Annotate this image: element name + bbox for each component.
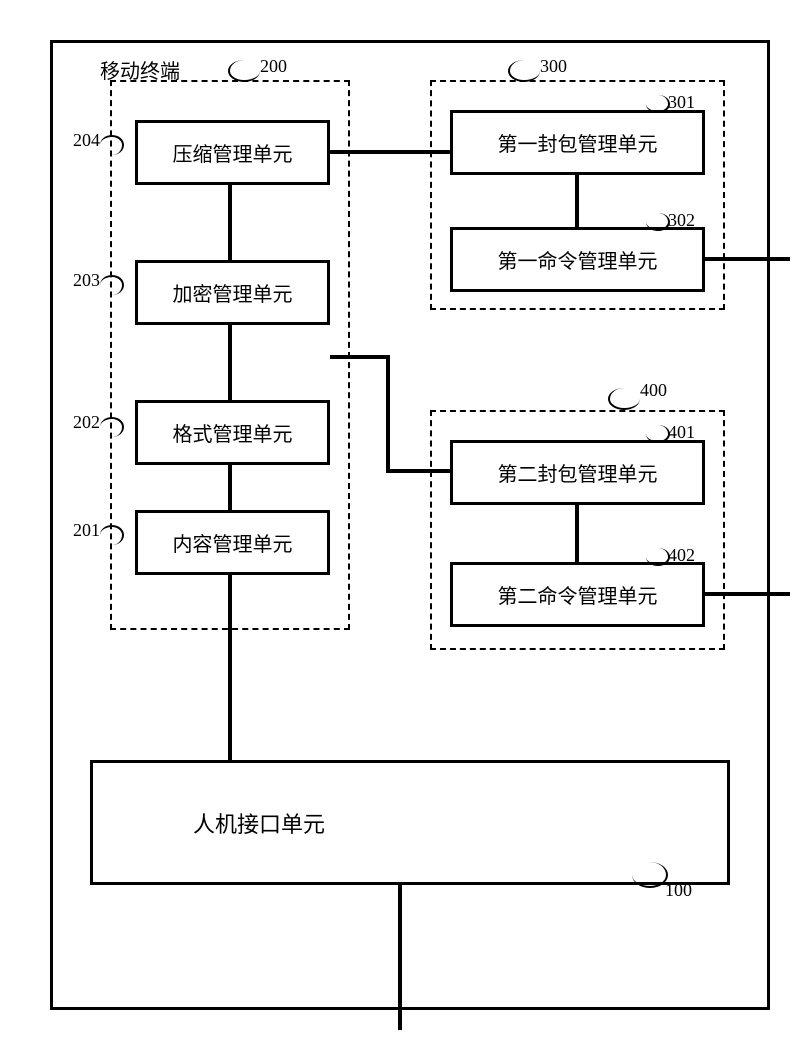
label-402: 第二命令管理单元 bbox=[498, 580, 658, 609]
connector bbox=[330, 355, 390, 359]
label-401: 第二封包管理单元 bbox=[498, 458, 658, 487]
leader-401 bbox=[646, 425, 670, 443]
label-201: 内容管理单元 bbox=[173, 528, 293, 557]
leader-203 bbox=[100, 275, 124, 295]
box-202: 格式管理单元 bbox=[135, 400, 330, 465]
ref-100: 100 bbox=[665, 880, 692, 901]
ref-302: 302 bbox=[668, 210, 695, 231]
box-302: 第一命令管理单元 bbox=[450, 227, 705, 292]
box-402: 第二命令管理单元 bbox=[450, 562, 705, 627]
label-202: 格式管理单元 bbox=[173, 418, 293, 447]
ref-401: 401 bbox=[668, 422, 695, 443]
leader-402 bbox=[646, 548, 670, 566]
leader-300 bbox=[508, 60, 540, 82]
leader-202 bbox=[100, 417, 124, 437]
box-203: 加密管理单元 bbox=[135, 260, 330, 325]
label-100: 人机接口单元 bbox=[193, 807, 325, 839]
ref-202: 202 bbox=[73, 412, 100, 433]
box-301: 第一封包管理单元 bbox=[450, 110, 705, 175]
connector bbox=[386, 355, 390, 473]
connector bbox=[228, 325, 232, 400]
ref-402: 402 bbox=[668, 545, 695, 566]
leader-400 bbox=[608, 388, 640, 410]
ref-400: 400 bbox=[640, 380, 667, 401]
ref-200: 200 bbox=[260, 56, 287, 77]
box-204: 压缩管理单元 bbox=[135, 120, 330, 185]
leader-100 bbox=[632, 862, 668, 888]
connector bbox=[228, 185, 232, 260]
ref-203: 203 bbox=[73, 270, 100, 291]
label-204: 压缩管理单元 bbox=[173, 138, 293, 167]
ref-300: 300 bbox=[540, 56, 567, 77]
ref-201: 201 bbox=[73, 520, 100, 541]
label-301: 第一封包管理单元 bbox=[498, 128, 658, 157]
connector bbox=[228, 465, 232, 510]
connector bbox=[398, 885, 402, 1030]
leader-201 bbox=[100, 525, 124, 545]
diagram-root: 移动终端 200 压缩管理单元 204 加密管理单元 203 格式管理单元 20… bbox=[0, 0, 800, 1060]
box-401: 第二封包管理单元 bbox=[450, 440, 705, 505]
connector bbox=[386, 469, 450, 473]
connector bbox=[575, 505, 579, 562]
leader-302 bbox=[646, 213, 670, 231]
connector bbox=[228, 575, 232, 760]
connector bbox=[330, 150, 450, 154]
box-100: 人机接口单元 bbox=[90, 760, 730, 885]
ref-301: 301 bbox=[668, 92, 695, 113]
connector bbox=[705, 592, 790, 596]
label-302: 第一命令管理单元 bbox=[498, 245, 658, 274]
connector bbox=[575, 175, 579, 227]
leader-301 bbox=[646, 95, 670, 113]
connector bbox=[705, 257, 790, 261]
leader-204 bbox=[100, 135, 124, 155]
leader-200 bbox=[228, 60, 260, 82]
box-201: 内容管理单元 bbox=[135, 510, 330, 575]
label-203: 加密管理单元 bbox=[173, 278, 293, 307]
ref-204: 204 bbox=[73, 130, 100, 151]
